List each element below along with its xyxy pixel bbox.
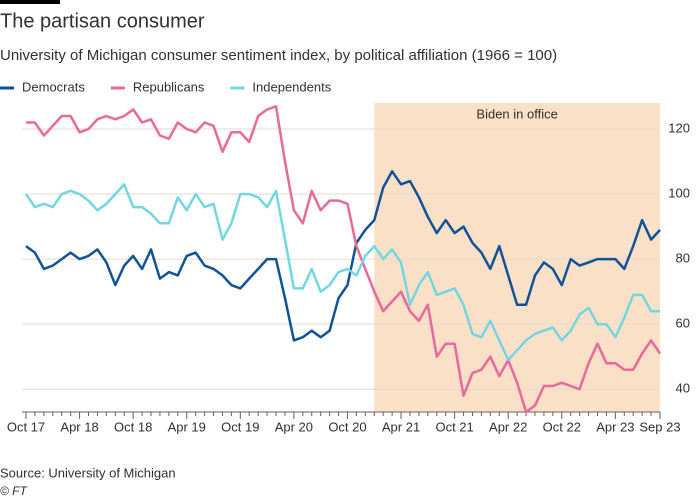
y-tick-label: 100: [668, 186, 690, 201]
x-tick-label: Sep 23: [639, 419, 680, 434]
x-tick-label: Apr 19: [168, 419, 206, 434]
series-line: [24, 183, 660, 362]
x-tick-label: Oct 17: [7, 419, 45, 434]
source: Source: University of Michigan: [0, 465, 176, 480]
legend-label: Democrats: [22, 79, 85, 94]
credit: © FT: [0, 484, 29, 498]
series-line: [26, 105, 662, 414]
y-tick-label: 60: [676, 316, 690, 331]
y-tick-label: 80: [676, 251, 690, 266]
x-tick-label: Apr 22: [489, 419, 527, 434]
x-tick-label: Oct 22: [543, 419, 581, 434]
chart-subtitle: University of Michigan consumer sentimen…: [0, 47, 557, 64]
x-tick-label: Oct 19: [221, 419, 259, 434]
x-tick-label: Oct 21: [435, 419, 473, 434]
x-tick-label: Oct 20: [328, 419, 366, 434]
legend-label: Republicans: [133, 79, 205, 94]
x-tick-label: Apr 18: [60, 419, 98, 434]
x-tick-label: Oct 18: [114, 419, 152, 434]
x-tick-label: Apr 20: [275, 419, 313, 434]
brand-bar: [0, 0, 60, 4]
highlight-label: Biden in office: [476, 106, 557, 121]
chart-title: The partisan consumer: [0, 10, 205, 32]
legend-label: Independents: [252, 79, 331, 94]
series-line: [25, 170, 661, 342]
y-tick-label: 40: [676, 381, 690, 396]
highlight-band: [374, 103, 660, 412]
x-tick-label: Apr 21: [382, 419, 420, 434]
x-tick-label: Apr 23: [596, 419, 634, 434]
y-tick-label: 120: [668, 120, 690, 135]
